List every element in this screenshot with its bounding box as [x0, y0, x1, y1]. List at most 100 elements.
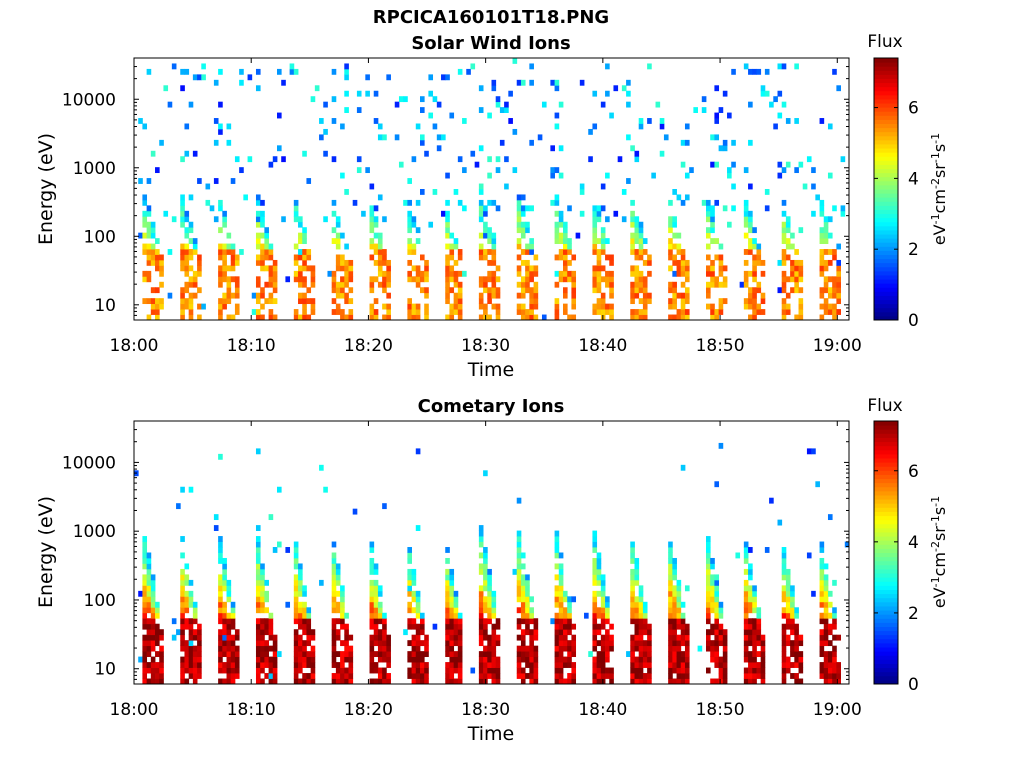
heatmap-cell: [672, 634, 677, 641]
heatmap-cell: [340, 172, 345, 179]
heatmap-cell: [230, 623, 236, 630]
heatmap-cell: [491, 287, 497, 294]
heatmap-cell: [478, 623, 484, 630]
heatmap-cell: [146, 557, 152, 564]
heatmap-cell: [596, 238, 602, 244]
heatmap-cell: [706, 618, 711, 625]
heatmap-cell: [377, 678, 383, 685]
heatmap-cell: [571, 645, 577, 652]
heatmap-cell: [407, 243, 412, 250]
heatmap-cell: [710, 590, 715, 597]
heatmap-cell: [592, 123, 598, 130]
colorbar-segment: [874, 119, 898, 124]
heatmap-cell: [180, 243, 185, 250]
heatmap-cell: [184, 645, 190, 652]
colorbar-segment: [874, 103, 898, 108]
heatmap-cell: [748, 249, 753, 255]
heatmap-cell: [731, 68, 736, 75]
heatmap-cell: [142, 232, 148, 239]
heatmap-cell: [340, 590, 345, 597]
heatmap-cell: [226, 579, 232, 586]
heatmap-cell: [701, 199, 707, 206]
heatmap-cell: [832, 309, 837, 315]
heatmap-cell: [365, 90, 370, 97]
heatmap-cell: [260, 249, 265, 255]
heatmap-cell: [832, 205, 837, 212]
heatmap-cell: [525, 574, 530, 581]
heatmap-cell: [188, 303, 194, 310]
heatmap-cell: [415, 303, 421, 310]
heatmap-cell: [222, 601, 227, 608]
colorbar-segment: [874, 519, 898, 525]
heatmap-cell: [226, 640, 232, 647]
heatmap-cell: [218, 314, 223, 321]
heatmap-cell: [445, 259, 450, 266]
heatmap-cell: [706, 612, 711, 619]
heatmap-cell: [516, 216, 522, 223]
heatmap-cell: [411, 216, 417, 223]
heatmap-cell: [478, 525, 484, 531]
colorbar-segment: [874, 189, 898, 194]
heatmap-cell: [260, 590, 265, 597]
heatmap-cell: [520, 281, 526, 288]
heatmap-cell: [634, 292, 640, 299]
heatmap-cell: [600, 232, 606, 239]
heatmap-cell: [445, 568, 450, 575]
heatmap-cell: [411, 309, 417, 315]
heatmap-cell: [811, 448, 816, 455]
heatmap-cell: [218, 199, 223, 206]
colorbar-segment: [874, 86, 898, 92]
heatmap-cell: [790, 629, 795, 636]
heatmap-cell: [487, 227, 492, 234]
heatmap-cell: [748, 640, 753, 647]
heatmap-cell: [752, 259, 757, 266]
heatmap-cell: [142, 123, 148, 130]
heatmap-cell: [819, 601, 825, 608]
heatmap-cell: [457, 662, 463, 668]
heatmap-cell: [340, 612, 345, 619]
heatmap-cell: [260, 303, 265, 310]
heatmap-cell: [155, 287, 160, 294]
heatmap-cell: [684, 298, 690, 305]
heatmap-cell: [558, 276, 564, 283]
heatmap-cell: [222, 259, 227, 266]
heatmap-cell: [293, 662, 299, 668]
heatmap-cell: [415, 607, 421, 614]
colorbar-frame: [873, 420, 899, 685]
heatmap-cell: [146, 590, 152, 597]
heatmap-cell: [340, 265, 345, 272]
heatmap-cell: [407, 585, 412, 592]
heatmap-cell: [487, 568, 492, 575]
heatmap-cell: [823, 667, 829, 674]
heatmap-cell: [272, 281, 278, 288]
heatmap-cell: [790, 662, 795, 668]
heatmap-cell: [188, 249, 194, 255]
heatmap-cell: [706, 541, 711, 548]
heatmap-cell: [373, 601, 379, 608]
heatmap-cell: [823, 265, 829, 272]
heatmap-cell: [192, 618, 198, 625]
heatmap-cell: [260, 667, 265, 674]
heatmap-cell: [335, 265, 341, 272]
heatmap-cell: [146, 667, 152, 674]
heatmap-cell: [369, 216, 375, 223]
heatmap-cell: [558, 585, 564, 592]
heatmap-cell: [483, 601, 488, 608]
heatmap-cell: [436, 145, 442, 152]
heatmap-cell: [617, 156, 623, 163]
heatmap-cell: [155, 612, 160, 619]
heatmap-cell: [314, 85, 320, 92]
heatmap-cell: [226, 656, 232, 663]
heatmap-cell: [445, 232, 450, 239]
heatmap-cell: [201, 63, 206, 70]
heatmap-cell: [222, 623, 227, 630]
heatmap-cell: [722, 90, 728, 97]
colorbar-segment: [874, 58, 898, 63]
heatmap-cell: [449, 607, 455, 614]
heatmap-cell: [819, 585, 825, 592]
heatmap-cell: [722, 298, 728, 305]
heatmap-cell: [142, 640, 148, 647]
heatmap-cell: [180, 623, 185, 630]
heatmap-cell: [647, 634, 652, 641]
heatmap-cell: [377, 238, 383, 244]
